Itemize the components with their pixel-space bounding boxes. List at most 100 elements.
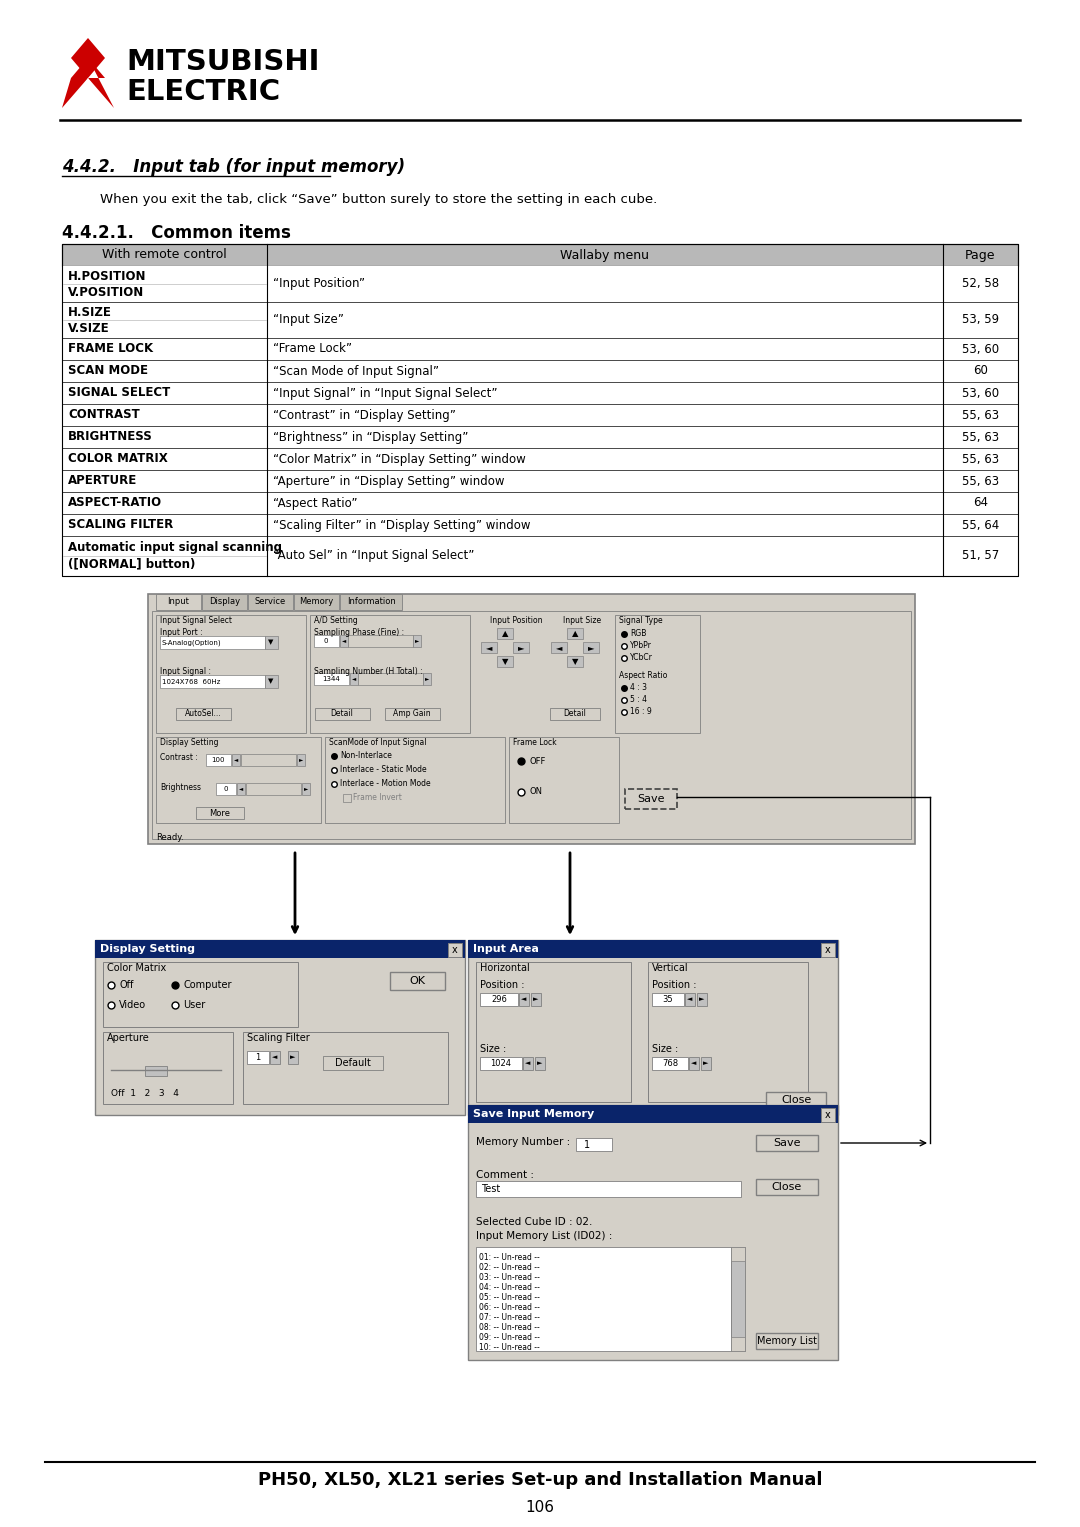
Bar <box>156 615 306 733</box>
Text: 4.4.2.1.   Common items: 4.4.2.1. Common items <box>62 224 291 241</box>
Bar <box>325 738 505 823</box>
Text: 768: 768 <box>662 1060 678 1067</box>
Text: 1: 1 <box>255 1054 260 1061</box>
Text: Save: Save <box>637 794 665 805</box>
Text: ►: ► <box>303 786 308 791</box>
Text: 296: 296 <box>491 996 507 1003</box>
Bar <box>202 594 247 609</box>
Text: ►: ► <box>291 1055 296 1060</box>
Bar <box>206 754 231 767</box>
Text: Brightness: Brightness <box>160 783 201 793</box>
Bar <box>468 1106 838 1361</box>
Bar <box>531 993 541 1006</box>
Bar <box>625 789 677 809</box>
Bar <box>648 962 808 1102</box>
Text: 07: -- Un-read --: 07: -- Un-read -- <box>480 1313 540 1321</box>
Bar <box>756 1333 818 1348</box>
Text: ◄: ◄ <box>342 638 346 643</box>
Text: Non-Interlace: Non-Interlace <box>340 751 392 760</box>
Bar <box>476 1180 741 1197</box>
Polygon shape <box>62 58 87 108</box>
Bar <box>241 754 296 767</box>
Text: “Frame Lock”: “Frame Lock” <box>273 342 352 356</box>
Text: 09: -- Un-read --: 09: -- Un-read -- <box>480 1333 540 1342</box>
Bar <box>821 1109 835 1122</box>
Bar <box>294 594 339 609</box>
Bar <box>697 993 707 1006</box>
Bar <box>246 783 301 796</box>
Text: Input Signal :: Input Signal : <box>160 667 211 676</box>
Bar <box>62 360 1018 382</box>
Bar <box>195 806 244 818</box>
Bar <box>156 594 201 609</box>
Text: ►: ► <box>415 638 419 643</box>
Text: Sampling Number (H Total) :: Sampling Number (H Total) : <box>314 667 422 676</box>
Text: ►: ► <box>588 643 594 652</box>
Text: 64: 64 <box>973 496 988 510</box>
Bar <box>237 783 245 796</box>
Bar <box>62 244 1018 266</box>
Text: 52, 58: 52, 58 <box>962 278 999 290</box>
Text: Comment :: Comment : <box>476 1170 534 1180</box>
Text: Color Matrix: Color Matrix <box>107 964 166 973</box>
Text: Information: Information <box>347 597 395 606</box>
Text: SIGNAL SELECT: SIGNAL SELECT <box>68 386 171 400</box>
Bar <box>62 470 1018 492</box>
Text: Input Memory List (ID02) :: Input Memory List (ID02) : <box>476 1231 612 1241</box>
Text: ▲: ▲ <box>502 629 509 638</box>
Bar <box>476 962 631 1102</box>
Text: ◄: ◄ <box>234 757 238 762</box>
Text: 1024X768  60Hz: 1024X768 60Hz <box>162 678 220 684</box>
Text: V.POSITION: V.POSITION <box>68 286 145 298</box>
Text: “Auto Sel” in “Input Signal Select”: “Auto Sel” in “Input Signal Select” <box>273 550 474 562</box>
Bar <box>62 382 1018 405</box>
Bar <box>685 993 696 1006</box>
Bar <box>314 673 349 686</box>
Bar <box>567 657 583 667</box>
Text: Contrast :: Contrast : <box>160 753 198 762</box>
Bar <box>232 754 240 767</box>
Bar <box>62 244 1018 576</box>
Text: ▼: ▼ <box>268 678 273 684</box>
Text: A/D Setting: A/D Setting <box>314 615 357 625</box>
Text: Memory: Memory <box>299 597 334 606</box>
Bar <box>357 673 423 686</box>
Bar <box>148 594 915 844</box>
Text: Computer: Computer <box>183 980 231 989</box>
Bar <box>288 1051 298 1064</box>
Text: “Input Size”: “Input Size” <box>273 313 343 327</box>
Bar <box>323 1057 383 1070</box>
Text: ([NORMAL] button): ([NORMAL] button) <box>68 557 195 571</box>
Text: Input Position: Input Position <box>490 615 542 625</box>
Text: Automatic input signal scanning: Automatic input signal scanning <box>68 542 282 554</box>
Text: Test: Test <box>481 1183 500 1194</box>
Text: Display Setting: Display Setting <box>160 738 218 747</box>
Bar <box>62 337 1018 360</box>
Text: BRIGHTNESS: BRIGHTNESS <box>68 431 152 443</box>
Text: “Scan Mode of Input Signal”: “Scan Mode of Input Signal” <box>273 365 438 377</box>
Text: FRAME LOCK: FRAME LOCK <box>68 342 153 356</box>
Text: Frame Invert: Frame Invert <box>353 794 402 803</box>
Text: With remote control: With remote control <box>103 249 227 261</box>
Text: Selected Cube ID : 02.: Selected Cube ID : 02. <box>476 1217 592 1228</box>
Polygon shape <box>87 58 114 108</box>
Text: Input Area: Input Area <box>473 944 539 954</box>
Text: Frame Lock: Frame Lock <box>513 738 556 747</box>
Text: ◄: ◄ <box>352 676 356 681</box>
Text: “Contrast” in “Display Setting”: “Contrast” in “Display Setting” <box>273 409 456 421</box>
Bar <box>160 637 265 649</box>
Text: OK: OK <box>409 976 426 986</box>
Text: YPbPr: YPbPr <box>630 641 652 651</box>
Bar <box>160 675 265 689</box>
Bar <box>550 709 600 721</box>
Text: 4.4.2.   Input tab (for input memory): 4.4.2. Input tab (for input memory) <box>62 157 405 176</box>
Bar <box>513 641 529 654</box>
Text: More: More <box>210 808 230 817</box>
Bar <box>216 783 237 796</box>
Bar <box>343 794 351 802</box>
Text: ►: ► <box>703 1060 708 1066</box>
Polygon shape <box>79 78 97 108</box>
Bar <box>756 1179 818 1196</box>
Bar <box>340 594 402 609</box>
Bar <box>62 492 1018 515</box>
